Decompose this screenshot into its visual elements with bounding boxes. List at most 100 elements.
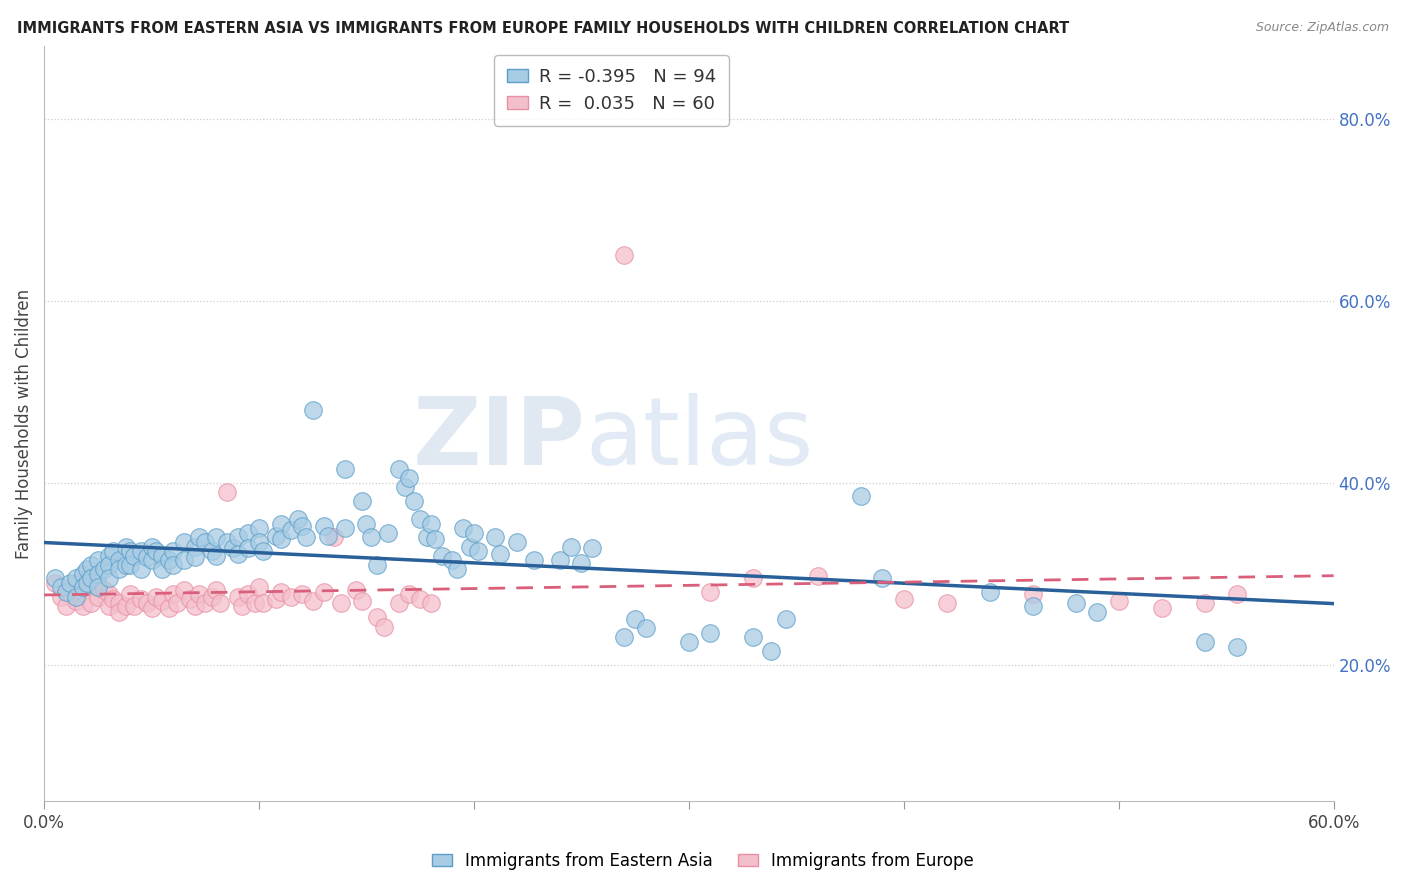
Point <box>394 480 416 494</box>
Text: ZIP: ZIP <box>413 392 586 485</box>
Point <box>183 550 205 565</box>
Point <box>51 581 73 595</box>
Point <box>415 530 437 544</box>
Point <box>613 248 636 262</box>
Point <box>441 553 464 567</box>
Point <box>205 530 228 544</box>
Point <box>93 583 115 598</box>
Point <box>467 544 489 558</box>
Point <box>173 535 195 549</box>
Point <box>136 550 159 565</box>
Point <box>1194 596 1216 610</box>
Point <box>80 558 103 572</box>
Point <box>344 583 367 598</box>
Point <box>44 571 66 585</box>
Point <box>209 596 232 610</box>
Text: IMMIGRANTS FROM EASTERN ASIA VS IMMIGRANTS FROM EUROPE FAMILY HOUSEHOLDS WITH CH: IMMIGRANTS FROM EASTERN ASIA VS IMMIGRAN… <box>17 21 1069 36</box>
Point <box>270 585 292 599</box>
Point <box>93 562 115 576</box>
Point <box>55 599 77 613</box>
Point <box>247 581 270 595</box>
Point <box>72 566 94 581</box>
Point <box>1085 605 1108 619</box>
Point <box>124 549 146 563</box>
Point <box>388 596 411 610</box>
Point <box>291 587 314 601</box>
Point <box>458 540 481 554</box>
Point <box>166 596 188 610</box>
Point <box>1108 594 1130 608</box>
Point <box>87 575 110 590</box>
Point <box>398 587 420 601</box>
Point <box>238 587 260 601</box>
Point <box>205 583 228 598</box>
Point <box>409 512 432 526</box>
Point <box>333 521 356 535</box>
Point <box>270 516 292 531</box>
Point <box>120 544 142 558</box>
Point <box>72 599 94 613</box>
Point <box>759 644 782 658</box>
Point <box>270 533 292 547</box>
Point <box>201 544 224 558</box>
Point <box>252 596 274 610</box>
Point <box>87 566 110 581</box>
Point <box>247 535 270 549</box>
Point <box>678 635 700 649</box>
Point <box>488 547 510 561</box>
Point <box>560 540 582 554</box>
Point <box>226 547 249 561</box>
Point <box>80 571 103 585</box>
Point <box>150 562 173 576</box>
Point <box>120 587 142 601</box>
Point <box>162 558 184 572</box>
Point <box>360 530 382 544</box>
Point <box>312 585 335 599</box>
Point <box>201 590 224 604</box>
Point <box>59 585 82 599</box>
Point <box>446 562 468 576</box>
Point <box>97 571 120 585</box>
Point <box>136 596 159 610</box>
Point <box>179 592 201 607</box>
Text: Source: ZipAtlas.com: Source: ZipAtlas.com <box>1256 21 1389 34</box>
Point <box>742 631 765 645</box>
Point <box>301 594 323 608</box>
Point <box>65 571 87 585</box>
Point <box>312 519 335 533</box>
Point <box>893 592 915 607</box>
Point <box>114 599 136 613</box>
Point <box>108 596 131 610</box>
Point <box>108 562 131 576</box>
Point <box>150 594 173 608</box>
Point <box>101 544 124 558</box>
Point <box>97 587 120 601</box>
Point <box>72 585 94 599</box>
Point <box>76 562 98 576</box>
Point <box>87 590 110 604</box>
Point <box>65 594 87 608</box>
Point <box>141 540 163 554</box>
Point <box>87 553 110 567</box>
Legend: R = -0.395   N = 94, R =  0.035   N = 60: R = -0.395 N = 94, R = 0.035 N = 60 <box>494 55 730 126</box>
Point <box>120 558 142 572</box>
Point <box>124 599 146 613</box>
Point <box>548 553 571 567</box>
Point <box>222 541 245 556</box>
Point <box>506 535 529 549</box>
Point <box>215 535 238 549</box>
Point <box>264 528 287 542</box>
Point <box>183 540 205 554</box>
Point <box>280 590 302 604</box>
Point <box>108 605 131 619</box>
Point <box>141 553 163 567</box>
Point <box>849 490 872 504</box>
Point <box>108 553 131 567</box>
Point <box>173 553 195 567</box>
Point <box>523 553 546 567</box>
Point <box>634 621 657 635</box>
Point <box>114 558 136 572</box>
Point <box>129 562 152 576</box>
Point <box>356 516 378 531</box>
Point <box>238 525 260 540</box>
